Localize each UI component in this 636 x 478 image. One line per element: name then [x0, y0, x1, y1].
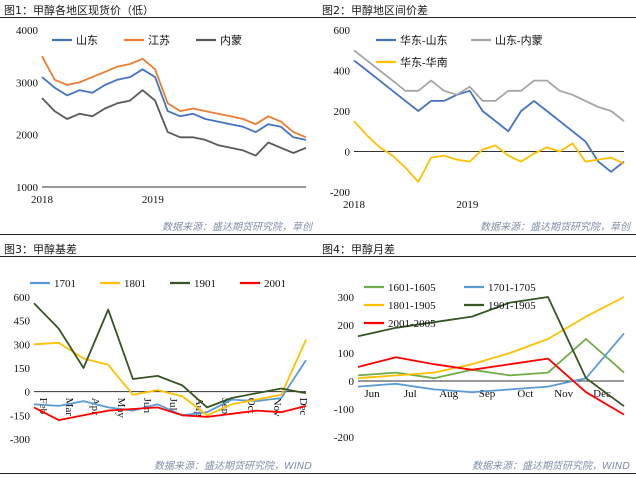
y-tick-label: 600: [334, 25, 351, 37]
y-tick-label: 1000: [16, 182, 39, 194]
y-tick-label: -300: [10, 434, 31, 446]
series-line-山东-内蒙: [353, 49, 625, 122]
legend-label: 内蒙: [220, 33, 242, 47]
y-tick-label: -200: [334, 432, 355, 444]
y-tick-label: 400: [334, 66, 351, 78]
chart-title: 图2：甲醇地区间价差: [322, 4, 428, 17]
series-line-2001-2005: [357, 356, 625, 416]
x-tick-label: Nov: [554, 388, 573, 400]
divider: [0, 234, 318, 235]
chart-panel-4: 图4：甲醇月差 -200 -100 0 100 200 300 Jun Jul Aug Sep Oc…: [318, 239, 636, 478]
y-tick-label: 150: [14, 363, 31, 375]
chart-source: 数据来源：盛达期货研究院，WIND: [471, 461, 630, 472]
x-tick-label: Jun: [141, 398, 153, 414]
chart-title: 图4：甲醇月差: [322, 243, 395, 256]
series-line-1701-1705: [357, 332, 625, 394]
chart-title: 图3：甲醇基差: [4, 243, 77, 256]
series-line-1801-1905: [357, 296, 625, 380]
x-tick-label: 2018: [31, 194, 54, 206]
series-line-华东-山东: [353, 59, 625, 173]
x-tick-label: Jul: [167, 398, 179, 411]
chart-panel-2: 图2：甲醇地区间价差 -200 0 200 400 600 2018 2019 华东-山东 山东…: [318, 0, 636, 239]
x-tick-label: Nov: [271, 398, 283, 417]
legend-label: 华东-山东: [400, 33, 448, 47]
y-tick-label: 0: [349, 376, 355, 388]
chart-source: 数据来源：盛达期货研究院，草创: [480, 222, 630, 233]
legend-label: 华东-华南: [400, 55, 448, 69]
legend-label: 山东: [76, 34, 98, 47]
series-line-华东-华南: [353, 120, 625, 183]
series-line-江苏: [41, 55, 307, 139]
y-tick-label: -200: [330, 187, 351, 199]
y-tick-label: -150: [10, 410, 31, 422]
legend-label: 1901: [194, 278, 216, 290]
y-tick-label: 0: [25, 387, 31, 399]
legend-label: 山东-内蒙: [495, 33, 543, 47]
y-tick-label: 4000: [16, 25, 39, 37]
legend-label: 1601-1605: [388, 282, 436, 294]
legend-label: 1801: [124, 278, 146, 290]
series-line-1701: [33, 359, 307, 417]
y-tick-label: 200: [338, 320, 355, 332]
x-tick-label: Dec: [593, 388, 611, 400]
x-tick-label: May: [115, 398, 127, 419]
legend-label: 1801-1905: [388, 300, 436, 312]
series-line-1601-1605: [357, 338, 625, 380]
x-tick-label: 2019: [456, 199, 479, 211]
legend-label: 2001-2005: [388, 318, 436, 330]
chart-source: 数据来源：盛达期货研究院，草创: [162, 222, 312, 233]
legend-label: 1901-1905: [488, 300, 536, 312]
legend-label: 江苏: [148, 34, 170, 47]
series-line-2001: [33, 405, 307, 422]
series-line-内蒙: [41, 89, 307, 157]
y-tick-label: 100: [338, 348, 355, 360]
x-tick-label: Jul: [404, 388, 417, 400]
chart-source: 数据来源：盛达期货研究院，WIND: [153, 461, 312, 472]
y-tick-label: 200: [334, 106, 351, 118]
y-tick-label: 600: [14, 292, 31, 304]
series-line-1901-1905: [357, 296, 625, 407]
x-tick-label: Apr: [89, 398, 101, 415]
divider: [0, 473, 318, 474]
chart-title: 图1：甲醇各地区现货价（低）: [4, 4, 154, 17]
legend-label: 1701-1705: [488, 282, 536, 294]
x-tick-label: Mar: [63, 398, 75, 417]
series-line-1901: [33, 302, 307, 409]
y-tick-label: 0: [345, 147, 351, 159]
chart-1-svg: 1000 2000 3000 4000 2018 2019 山东 江苏 内蒙: [16, 25, 307, 206]
y-tick-label: 3000: [16, 77, 39, 89]
series-line-山东: [41, 68, 307, 141]
series-line-1801: [33, 339, 307, 417]
x-tick-label: 2018: [343, 199, 366, 211]
y-tick-label: 2000: [16, 130, 39, 142]
y-tick-label: 300: [338, 292, 355, 304]
divider: [318, 473, 636, 474]
x-tick-label: Oct: [517, 388, 533, 400]
x-tick-label: 2019: [142, 194, 165, 206]
x-tick-label: Jun: [364, 388, 380, 400]
divider: [318, 256, 636, 257]
chart-panel-3: 图3：甲醇基差 -300 -150 0 150 300 450 600 Feb Mar Apr Ma…: [0, 239, 318, 478]
divider: [0, 17, 318, 18]
y-tick-label: 300: [14, 339, 31, 351]
legend-label: 1701: [54, 278, 76, 290]
chart-panel-1: 图1：甲醇各地区现货价（低） 1000 2000 3000 4000 2018 2019 山…: [0, 0, 318, 239]
divider: [0, 256, 318, 257]
legend-label: 2001: [264, 278, 286, 290]
y-tick-label: -100: [334, 404, 355, 416]
divider: [318, 17, 636, 18]
divider: [318, 234, 636, 235]
y-tick-label: 450: [14, 316, 31, 328]
